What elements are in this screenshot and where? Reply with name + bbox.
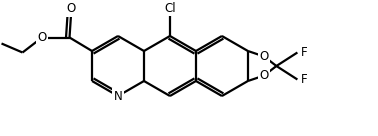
Text: O: O [260,50,269,63]
Text: N: N [114,89,122,103]
Text: Cl: Cl [164,1,176,15]
Text: F: F [301,73,308,86]
Text: O: O [260,69,269,82]
Text: O: O [37,31,46,44]
Text: F: F [301,46,308,59]
Text: O: O [67,2,76,16]
